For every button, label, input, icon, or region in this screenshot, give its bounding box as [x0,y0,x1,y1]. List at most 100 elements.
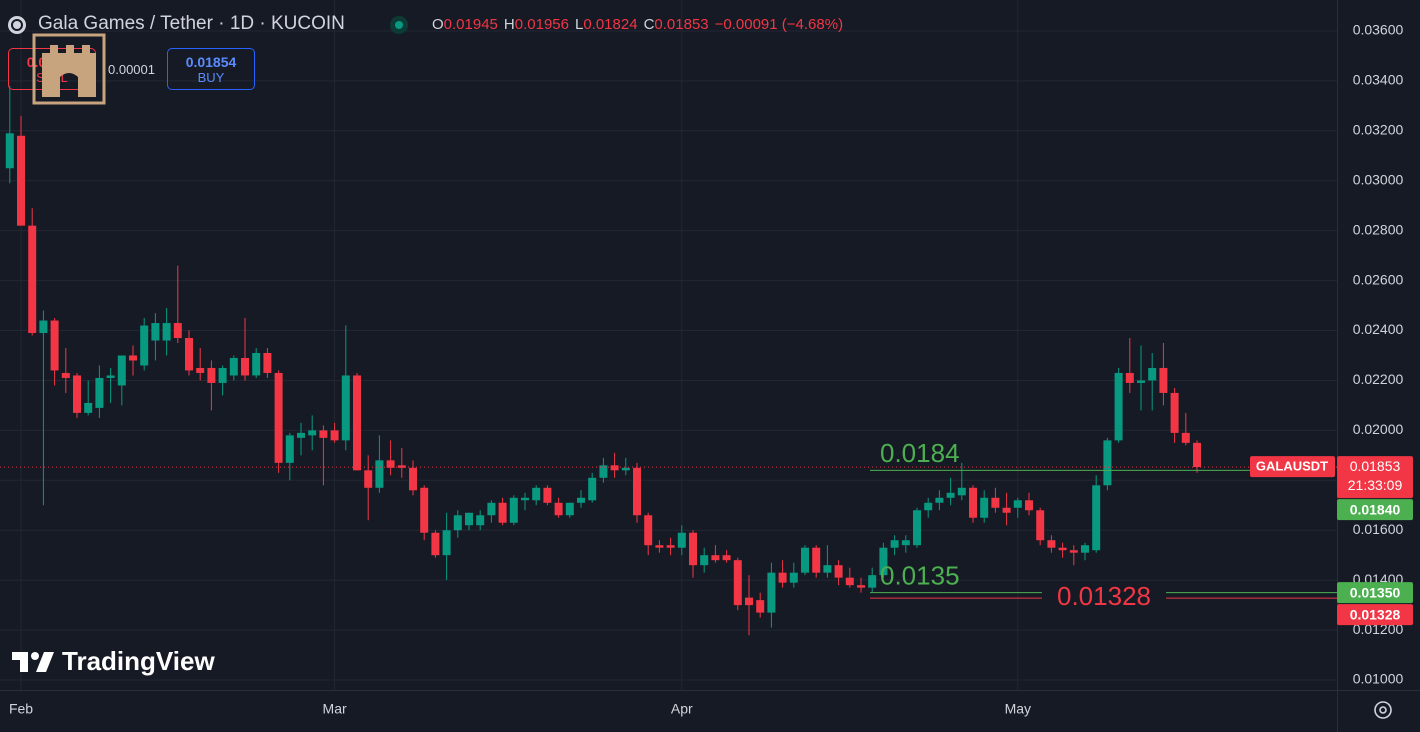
candle-body [1159,367,1168,393]
ohlc-key: C [643,16,655,33]
candle-body [655,545,664,548]
candle-body [140,325,149,366]
candle-body [173,323,182,339]
candle-body [386,460,395,468]
ohlc-key: H [503,16,515,33]
symbol-tag [1250,456,1335,478]
x-tick-label: Apr [671,701,693,717]
y-tick-label: 0.01000 [1353,671,1404,687]
y-tick-label: 0.03200 [1353,122,1404,138]
spread: 0.00001 [108,62,155,77]
candle-body [969,487,977,518]
candle-body [453,515,462,531]
candle-body [711,555,720,561]
candle-body [341,375,350,441]
status-dot [390,16,408,34]
ohlc-value: 0.01824 [583,16,638,33]
candle-body [599,465,608,478]
overlay-logo [32,33,106,105]
symbol-icon [8,16,26,34]
candle-body [588,477,597,501]
candle-body [991,497,1000,508]
candle-body [1092,485,1101,551]
candle-body [1181,432,1190,443]
candle-body [61,372,70,378]
candle-body [207,367,216,383]
candle-body [241,357,249,376]
settings-icon[interactable] [1371,698,1395,722]
level-label: 0.0135 [880,561,960,591]
candle-body [980,497,989,518]
candle-body [565,502,574,516]
candle-body [554,502,563,516]
countdown-label: 21:33:09 [1348,477,1403,493]
candle-body [95,377,104,408]
candle-body [151,323,160,341]
candle-body [498,502,507,523]
candle-body [353,375,361,471]
candle-body [957,487,966,496]
candle-body [465,512,473,526]
candle-body [117,355,126,386]
candle-body [420,487,429,533]
candle-body [5,133,14,169]
candle-body [409,467,417,491]
y-tick-label: 0.03400 [1353,72,1404,88]
candle-body [330,430,339,441]
candle-body [1069,550,1078,553]
candle-body [733,560,742,606]
y-tick-label: 0.02000 [1353,421,1404,437]
candle-body [610,465,619,471]
change: −0.00091 (−4.68%) [714,16,844,33]
candle-body [521,497,529,501]
y-tick-label: 0.03000 [1353,171,1404,187]
ohlc-key: O [432,16,444,33]
watermark: TradingView [62,646,215,676]
last-price-tag [1337,456,1413,499]
candle-body [162,323,171,341]
candle-body [308,430,317,436]
candle-body [431,532,440,556]
y-tick-label: 0.02200 [1353,371,1404,387]
watermark-logo [12,652,54,672]
level-label: 0.0184 [880,438,960,468]
candle-body [700,555,709,566]
candle-body [868,575,877,588]
ohlc-legend: O0.01945 H0.01956 L0.01824 C0.01853 −0.00091… [432,16,843,33]
candle-body [621,467,630,471]
candle-body [890,540,899,548]
candle-body [1025,500,1033,511]
plot-background [0,0,1337,690]
symbol-tag-label: GALAUSDT [1256,459,1328,474]
level-tag-label: 0.01350 [1350,584,1401,600]
candle-body [84,402,93,413]
candle-body [263,352,272,373]
candle-body [1002,507,1011,513]
candle-body [1170,392,1179,433]
candle-body [1114,372,1123,441]
level-label-bg [1042,584,1166,613]
candle-body [218,367,227,383]
candle-body [577,497,585,503]
candle-body [50,320,59,371]
candle-body [397,465,406,468]
candle-body [857,585,865,588]
candle-body [106,375,115,378]
candle-body [745,597,753,606]
candle-body [196,367,205,373]
x-tick-label: Feb [9,701,33,717]
level-label: 0.01328 [1057,581,1151,611]
buy-button[interactable]: 0.01854 BUY [167,48,255,90]
candle-body [677,532,686,548]
level-tag-label: 0.01840 [1350,501,1401,517]
last-price-label: 0.01853 [1350,458,1401,474]
candle-body [1047,540,1056,548]
candle-body [767,572,776,613]
candle-body [297,432,305,438]
y-tick-label: 0.02400 [1353,321,1404,337]
candle-body [901,540,910,546]
candle-body [1137,380,1145,383]
candle-body [229,357,238,376]
candle-body [28,225,37,334]
